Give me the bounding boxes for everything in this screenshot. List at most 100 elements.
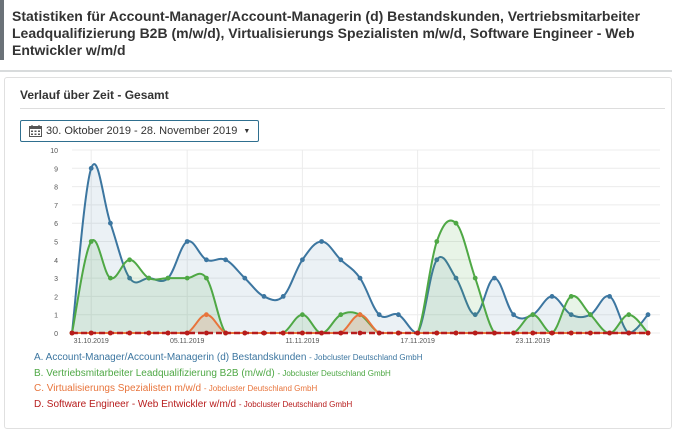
legend-series-source: - Jobcluster Deutschland GmbH — [309, 353, 423, 362]
y-tick-label: 1 — [54, 313, 58, 320]
x-tick-label: 05.11.2019 — [170, 338, 205, 345]
data-point — [204, 330, 209, 336]
y-tick-label: 10 — [50, 148, 58, 155]
y-tick-label: 3 — [54, 276, 58, 283]
data-point — [184, 239, 190, 244]
data-point — [626, 330, 632, 336]
legend-item[interactable]: A. Account-Manager/Account-Managerin (d)… — [34, 350, 423, 366]
legend-series-name: C. Virtualisierungs Spezialisten m/w/d — [34, 383, 204, 394]
legend-series-source: - Jobcluster Deutschland GmbH — [277, 368, 391, 378]
data-point — [127, 330, 132, 336]
data-point — [568, 312, 574, 318]
data-point — [300, 312, 305, 318]
data-point — [588, 330, 593, 336]
data-point — [338, 330, 344, 336]
data-point — [204, 257, 209, 263]
data-point — [511, 312, 516, 318]
y-tick-label: 9 — [54, 166, 58, 173]
data-point — [127, 275, 132, 281]
data-point — [396, 312, 401, 318]
series-area — [72, 164, 648, 333]
data-point — [549, 330, 555, 336]
data-point — [146, 275, 152, 281]
y-tick-label: 0 — [54, 331, 58, 338]
data-point — [626, 312, 632, 318]
y-tick-label: 2 — [54, 294, 58, 301]
page-title: Statistiken für Account-Manager/Account-… — [12, 8, 641, 58]
data-point — [223, 330, 229, 336]
data-point — [453, 220, 459, 226]
data-point — [300, 330, 305, 336]
data-point — [280, 294, 286, 299]
date-range-label: 30. Oktober 2019 - 28. November 2019 — [46, 125, 238, 137]
legend-series-name: D. Software Engineer - Web Entwickler w/… — [34, 398, 239, 410]
data-point — [108, 275, 113, 281]
data-point — [415, 330, 420, 336]
legend-series-name: B. Vertriebsmitarbeiter Leadqualifizieru… — [34, 367, 278, 379]
data-point — [88, 165, 94, 171]
data-point — [165, 275, 171, 281]
data-point — [472, 275, 478, 281]
legend-item[interactable]: B. Vertriebsmitarbeiter Leadqualifizieru… — [34, 366, 423, 382]
data-point — [434, 239, 440, 244]
data-point — [242, 275, 248, 281]
y-tick-label: 6 — [54, 221, 58, 228]
data-point — [242, 330, 248, 336]
data-point — [88, 239, 94, 244]
x-tick-label: 17.11.2019 — [400, 338, 435, 345]
y-tick-label: 5 — [54, 240, 58, 247]
x-tick-label: 11.11.2019 — [285, 338, 319, 345]
data-point — [472, 312, 478, 318]
data-point — [588, 312, 593, 318]
data-point — [165, 330, 171, 336]
data-point — [376, 330, 382, 336]
data-point — [357, 330, 363, 336]
page-header: Statistiken für Account-Manager/Account-… — [0, 0, 672, 60]
panel-divider — [20, 108, 665, 109]
legend-item[interactable]: C. Virtualisierungs Spezialisten m/w/d -… — [34, 381, 423, 397]
data-point — [376, 312, 382, 318]
data-point — [280, 330, 286, 336]
data-point — [88, 330, 94, 336]
data-point — [261, 294, 267, 299]
data-point — [472, 330, 478, 336]
data-point — [69, 330, 75, 336]
data-point — [453, 275, 459, 281]
data-point — [568, 294, 574, 299]
data-point — [492, 275, 497, 281]
calendar-icon — [29, 125, 42, 137]
data-point — [184, 330, 190, 336]
data-point — [434, 330, 440, 336]
data-point — [434, 257, 440, 263]
data-point — [568, 330, 574, 336]
data-point — [146, 330, 152, 336]
y-tick-label: 8 — [54, 185, 58, 192]
legend-series-name: A. Account-Manager/Account-Managerin (d)… — [34, 352, 310, 363]
y-tick-label: 4 — [54, 258, 58, 265]
data-point — [300, 257, 305, 263]
date-range-button[interactable]: 30. Oktober 2019 - 28. November 2019 ▼ — [20, 120, 260, 142]
history-panel: Verlauf über Zeit - Gesamt 30. Oktober 2… — [4, 77, 672, 429]
data-point — [204, 312, 209, 318]
data-point — [645, 330, 651, 336]
data-point — [396, 330, 401, 336]
legend-item[interactable]: D. Software Engineer - Web Entwickler w/… — [34, 397, 423, 413]
series-area — [72, 314, 648, 333]
data-point — [108, 330, 113, 336]
data-point — [607, 294, 612, 299]
data-point — [453, 330, 459, 336]
data-point — [357, 275, 363, 281]
data-point — [530, 312, 536, 318]
x-tick-label: 31.10.2019 — [74, 338, 109, 345]
panel-title: Verlauf über Zeit - Gesamt — [20, 88, 169, 102]
data-point — [511, 330, 516, 336]
legend-series-source: - Jobcluster Deutschland GmbH — [203, 384, 318, 393]
caret-down-icon: ▼ — [243, 127, 251, 135]
y-tick-label: 7 — [54, 203, 58, 210]
data-point — [261, 330, 267, 336]
data-point — [549, 294, 555, 299]
x-tick-label: 23.11.2019 — [516, 338, 551, 345]
data-point — [645, 312, 651, 318]
data-point — [108, 220, 113, 226]
